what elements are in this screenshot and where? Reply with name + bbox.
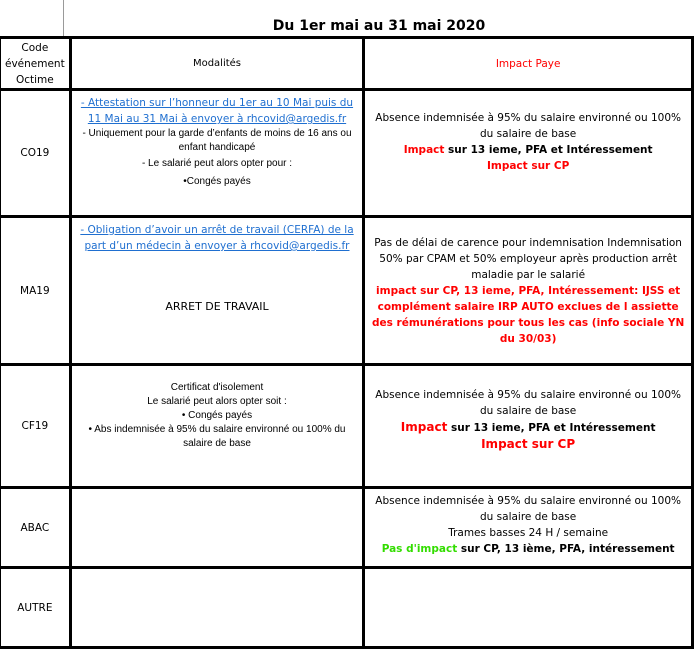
arret-label: ARRET DE TRAVAIL xyxy=(165,300,269,313)
table-row: CF19 Certificat d'isolement Le salarié p… xyxy=(0,363,694,489)
header-impact: Impact Paye xyxy=(362,36,694,91)
code-cell: CO19 xyxy=(0,88,72,218)
impact-text: Absence indemnisée à 95% du salaire envi… xyxy=(375,112,681,140)
modalites-cell xyxy=(68,566,366,649)
header-code: Code événement Octime xyxy=(0,36,72,91)
modalite-line: Certificat d'isolement xyxy=(170,382,264,393)
modalites-cell: - Attestation sur l’honneur du 1er au 10… xyxy=(68,88,366,218)
impact-detail: sur 13 ieme, PFA et Intéressement xyxy=(447,421,656,434)
modalites-cell: Certificat d'isolement Le salarié peut a… xyxy=(68,363,366,489)
code-cell: ABAC xyxy=(0,486,72,569)
impact-detail: sur CP, 13 ième, PFA, intéressement xyxy=(457,543,675,555)
payroll-table: Code événement Octime Modalités Impact P… xyxy=(0,36,694,649)
grid-line xyxy=(63,0,64,38)
code-cell: CF19 xyxy=(0,363,72,489)
header-row: Code événement Octime Modalités Impact P… xyxy=(0,36,694,91)
modalite-line: • Abs indemnisée à 95% du salaire enviro… xyxy=(88,424,346,449)
table-row: ABAC Absence indemnisée à 95% du salaire… xyxy=(0,486,694,569)
impact-red: Impact xyxy=(403,144,445,156)
email-link[interactable]: - Attestation sur l’honneur du 1er au 10… xyxy=(80,97,354,125)
code-cell: AUTRE xyxy=(0,566,72,649)
modalite-line: • Congés payés xyxy=(181,410,253,421)
impact-green: Pas d'impact xyxy=(381,543,458,555)
impact-cp: Impact sur CP xyxy=(481,436,576,451)
impact-red: Impact xyxy=(400,419,448,434)
table-row: CO19 - Attestation sur l’honneur du 1er … xyxy=(0,88,694,218)
header-modalites: Modalités xyxy=(68,36,366,91)
impact-text: Pas de délai de carence pour indemnisati… xyxy=(374,236,682,281)
impact-trames: Trames basses 24 H / semaine xyxy=(448,527,609,539)
page-title: Du 1er mai au 31 mai 2020 xyxy=(272,18,486,34)
modalites-cell: - Obligation d’avoir un arrêt de travail… xyxy=(68,215,366,366)
impact-cell: Absence indemnisée à 95% du salaire envi… xyxy=(362,486,694,569)
modalite-line: •Congés payés xyxy=(183,176,251,187)
impact-cell xyxy=(362,566,694,649)
modalite-line: - Le salarié peut alors opter pour : xyxy=(141,158,293,169)
table-row: MA19 - Obligation d’avoir un arrêt de tr… xyxy=(0,215,694,366)
impact-detail: sur 13 ieme, PFA et Intéressement xyxy=(444,144,653,156)
modalites-cell xyxy=(68,486,366,569)
modalite-line: - Uniquement pour la garde d’enfants de … xyxy=(82,128,352,153)
impact-text: Absence indemnisée à 95% du salaire envi… xyxy=(375,388,681,417)
modalite-line: Le salarié peut alors opter soit : xyxy=(147,396,287,407)
impact-cp: Impact sur CP xyxy=(486,160,570,172)
table-row: AUTRE xyxy=(0,566,694,649)
code-cell: MA19 xyxy=(0,215,72,366)
impact-cell: Absence indemnisée à 95% du salaire envi… xyxy=(362,363,694,489)
email-link[interactable]: - Obligation d’avoir un arrêt de travail… xyxy=(80,224,354,252)
impact-cell: Pas de délai de carence pour indemnisati… xyxy=(362,215,694,366)
impact-text: Absence indemnisée à 95% du salaire envi… xyxy=(375,495,681,523)
impact-red: impact sur CP, 13 ieme, PFA, Intéresseme… xyxy=(371,284,685,345)
impact-cell: Absence indemnisée à 95% du salaire envi… xyxy=(362,88,694,218)
